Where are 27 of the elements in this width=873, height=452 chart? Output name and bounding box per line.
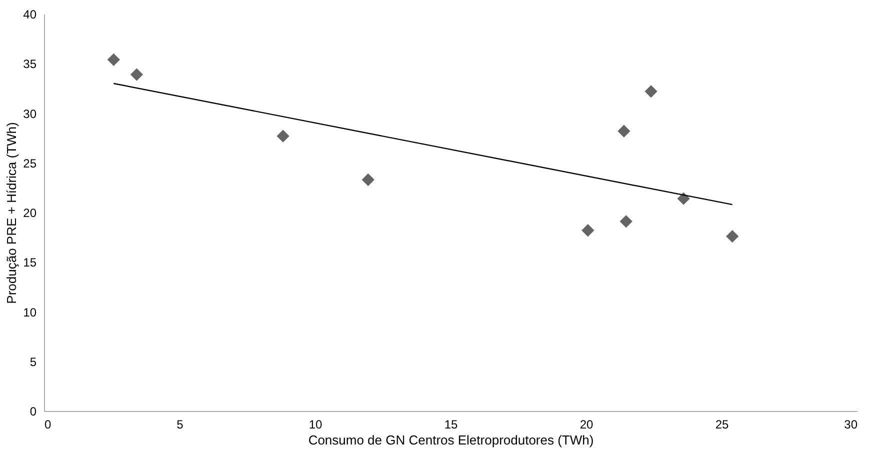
x-tick-label: 5 (176, 418, 184, 432)
x-tick-label: 25 (715, 418, 729, 432)
point (130, 68, 144, 81)
x-axis-title: Consumo de GN Centros Eletroprodutores (TWh) (308, 432, 594, 448)
y-tick-label: 10 (23, 305, 37, 320)
x-tick-label: 30 (844, 418, 858, 432)
y-tick-label: 0 (30, 404, 37, 418)
x-tick-label: 10 (308, 418, 322, 432)
y-tick-label: 30 (23, 106, 37, 121)
point (618, 124, 630, 138)
point (726, 230, 739, 243)
y-tick-label: 5 (30, 354, 37, 369)
x-tick-label: 15 (444, 418, 458, 432)
point (582, 224, 594, 237)
y-axis-title: Produção PRE + Hídrica (TWh) (4, 122, 20, 304)
point (620, 215, 632, 228)
x-tick-label: 0 (44, 418, 52, 432)
y-tick-label: 25 (23, 156, 37, 170)
point (107, 53, 120, 66)
point (644, 85, 658, 98)
y-tick-label: 15 (23, 256, 37, 270)
y-tick-label: 35 (23, 57, 37, 72)
point (362, 173, 374, 186)
x-tick-label: 20 (580, 418, 594, 432)
y-tick-label: 20 (23, 206, 37, 220)
point (276, 130, 290, 142)
y-tick-label: 40 (23, 8, 37, 22)
